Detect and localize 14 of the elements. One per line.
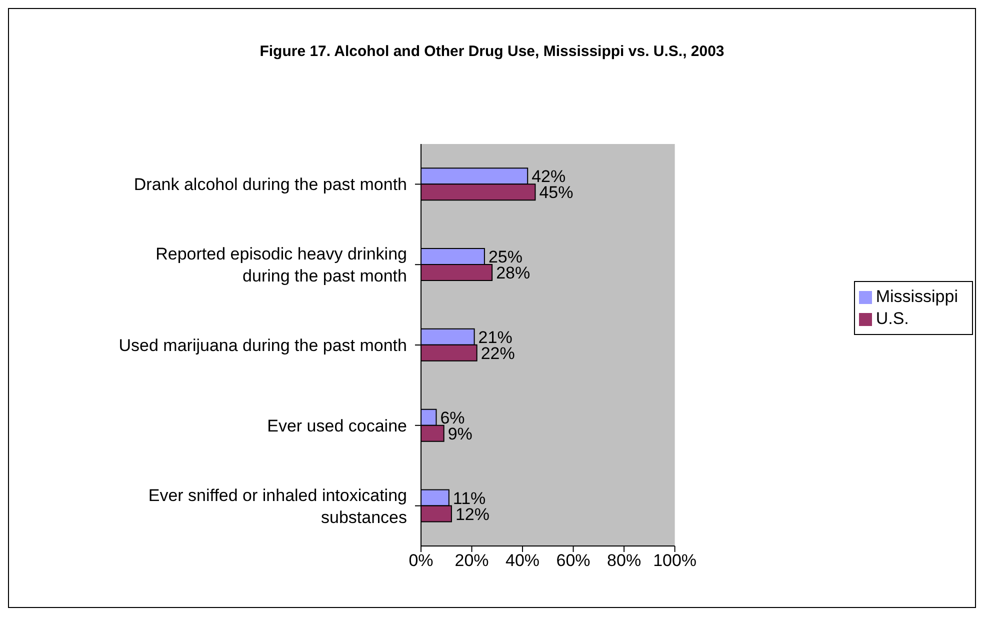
legend-label: Mississippi [876, 287, 958, 306]
x-tick-label: 20% [454, 551, 489, 570]
legend-label: U.S. [876, 309, 909, 328]
x-tick-label: 60% [556, 551, 590, 570]
x-tick-label: 100% [653, 551, 697, 570]
x-tick-label: 40% [506, 551, 540, 570]
x-tick-label: 80% [607, 551, 642, 570]
y-tick-label: Drank alcohol during the past month [134, 174, 407, 194]
y-tick-label: Ever used cocaine [267, 416, 407, 435]
y-tick-label: Reported episodic heavy drinking during the past month [156, 244, 407, 286]
chart-title: Figure 17. Alcohol and Other Drug Use, Mississippi vs. U.S., 2003 [258, 43, 726, 60]
y-tick-label: Used marijuana during the past month [118, 336, 407, 354]
y-tick-label: Ever sniffed or inhaled intoxicating substances [148, 485, 407, 526]
x-tick-label: 0% [408, 551, 434, 570]
